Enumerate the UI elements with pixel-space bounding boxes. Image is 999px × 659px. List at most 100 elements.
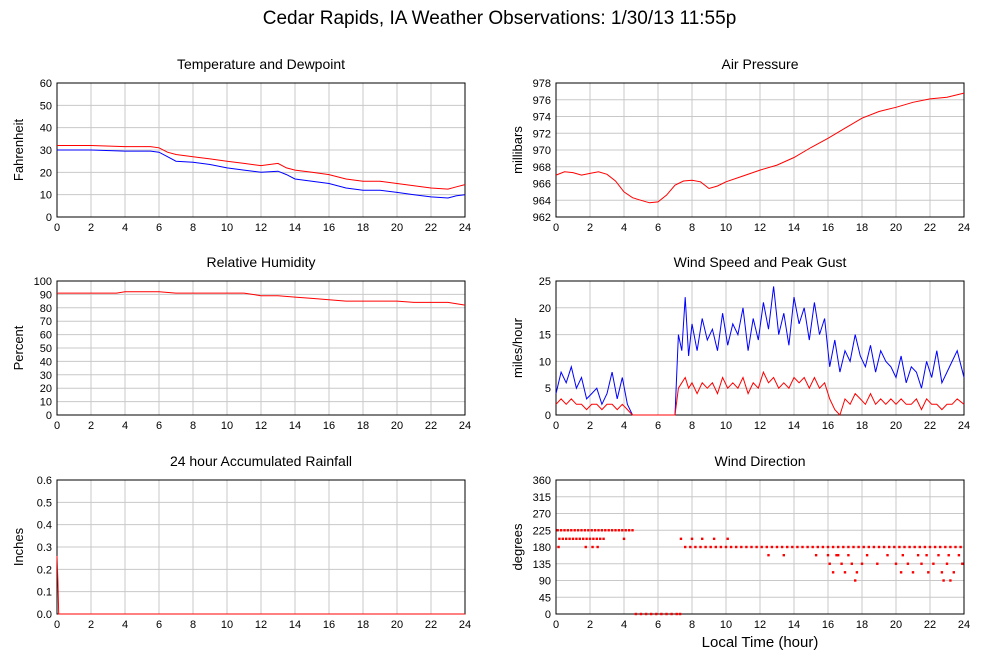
series-line-humidity-0 — [57, 291, 466, 306]
plot-frame-pressure — [555, 82, 965, 218]
x-tick-label: 2 — [88, 222, 94, 234]
chart-title-wind: Wind Speed and Peak Gust — [674, 254, 847, 270]
chart-title-winddir: Wind Direction — [714, 453, 805, 469]
x-tick-label: 0 — [553, 420, 559, 432]
scatter-point — [850, 562, 853, 565]
scatter-point — [942, 579, 945, 582]
y-tick-label: 974 — [533, 112, 551, 124]
scatter-point — [610, 529, 614, 532]
scatter-point — [558, 537, 561, 541]
x-tick-label: 4 — [621, 619, 627, 631]
chart-title-rain: 24 hour Accumulated Rainfall — [170, 453, 352, 469]
scatter-point — [843, 571, 847, 574]
x-tick-label: 24 — [459, 619, 471, 631]
scatter-point — [854, 579, 857, 582]
scatter-point — [775, 545, 779, 549]
scatter-point — [622, 537, 626, 541]
series-line-temp-0 — [57, 145, 466, 190]
y-tick-label: 20 — [539, 303, 551, 315]
y-tick-label: 970 — [533, 145, 551, 157]
x-tick-label: 10 — [720, 619, 732, 631]
x-tick-label: 12 — [754, 420, 766, 432]
scatter-point — [644, 612, 648, 616]
y-tick-label: 40 — [40, 123, 52, 135]
scatter-point — [566, 529, 570, 532]
x-tick-label: 0 — [54, 619, 60, 631]
scatter-point — [704, 545, 707, 549]
scatter-point — [729, 545, 733, 549]
scatter-point — [679, 537, 683, 541]
x-tick-label: 0 — [553, 222, 559, 234]
scatter-point — [634, 612, 638, 616]
x-tick-label: 20 — [391, 420, 403, 432]
y-tick-label: 10 — [40, 397, 52, 409]
x-tick-label: 16 — [323, 619, 335, 631]
y-tick-label: 70 — [40, 316, 52, 328]
scatter-point — [607, 529, 610, 532]
scatter-point — [740, 545, 743, 549]
scatter-point — [568, 537, 571, 541]
x-tick-label: 16 — [323, 222, 335, 234]
x-tick-label: 22 — [924, 420, 936, 432]
scatter-point — [886, 553, 889, 557]
y-tick-label: 0.6 — [37, 475, 52, 487]
scatter-point — [872, 545, 876, 549]
y-tick-label: 15 — [539, 330, 551, 342]
chart-title-humidity: Relative Humidity — [207, 254, 316, 270]
scatter-point — [852, 545, 855, 549]
x-tick-label: 14 — [289, 619, 301, 631]
scatter-point — [678, 612, 682, 616]
scatter-point — [876, 562, 879, 565]
x-tick-label: 2 — [88, 420, 94, 432]
x-tick-label: 20 — [391, 619, 403, 631]
scatter-point — [796, 545, 799, 549]
x-tick-label: 10 — [221, 222, 233, 234]
scatter-point — [624, 529, 627, 532]
x-tick-label: 10 — [221, 420, 233, 432]
y-tick-label: 964 — [533, 195, 551, 207]
scatter-point — [650, 612, 653, 616]
scatter-point — [842, 545, 845, 549]
scatter-point — [556, 529, 559, 532]
x-tick-label: 22 — [425, 619, 437, 631]
y-tick-label: 0.3 — [37, 542, 52, 554]
scatter-point — [699, 545, 702, 549]
x-tick-label: 6 — [655, 619, 661, 631]
y-tick-label: 0.2 — [37, 564, 52, 576]
x-tick-label: 24 — [459, 420, 471, 432]
series-line-wind-0 — [555, 286, 965, 416]
y-axis-label-wind: miles/hour — [510, 317, 525, 378]
x-tick-label: 8 — [689, 619, 695, 631]
scatter-point — [670, 612, 673, 616]
x-tick-label: 24 — [958, 619, 970, 631]
x-tick-label: 8 — [190, 619, 196, 631]
x-tick-label: 20 — [890, 222, 902, 234]
scatter-point — [916, 553, 920, 557]
x-tick-label: 12 — [255, 222, 267, 234]
y-tick-label: 315 — [533, 492, 551, 504]
series-line-rain-0 — [56, 555, 465, 615]
y-tick-label: 0.5 — [37, 497, 52, 509]
scatter-point — [840, 562, 843, 565]
x-tick-label: 14 — [788, 420, 800, 432]
scatter-point — [639, 612, 643, 616]
y-tick-label: 40 — [40, 356, 52, 368]
y-tick-label: 60 — [40, 330, 52, 342]
scatter-point — [614, 529, 617, 532]
x-tick-label: 22 — [924, 619, 936, 631]
x-tick-label: 22 — [425, 222, 437, 234]
scatter-point — [770, 545, 774, 549]
y-tick-label: 25 — [539, 276, 551, 288]
scatter-point — [882, 545, 886, 549]
scatter-point — [940, 571, 944, 574]
scatter-point — [750, 545, 753, 549]
scatter-point — [712, 537, 716, 541]
y-tick-label: 225 — [533, 525, 551, 537]
scatter-point — [949, 545, 952, 549]
